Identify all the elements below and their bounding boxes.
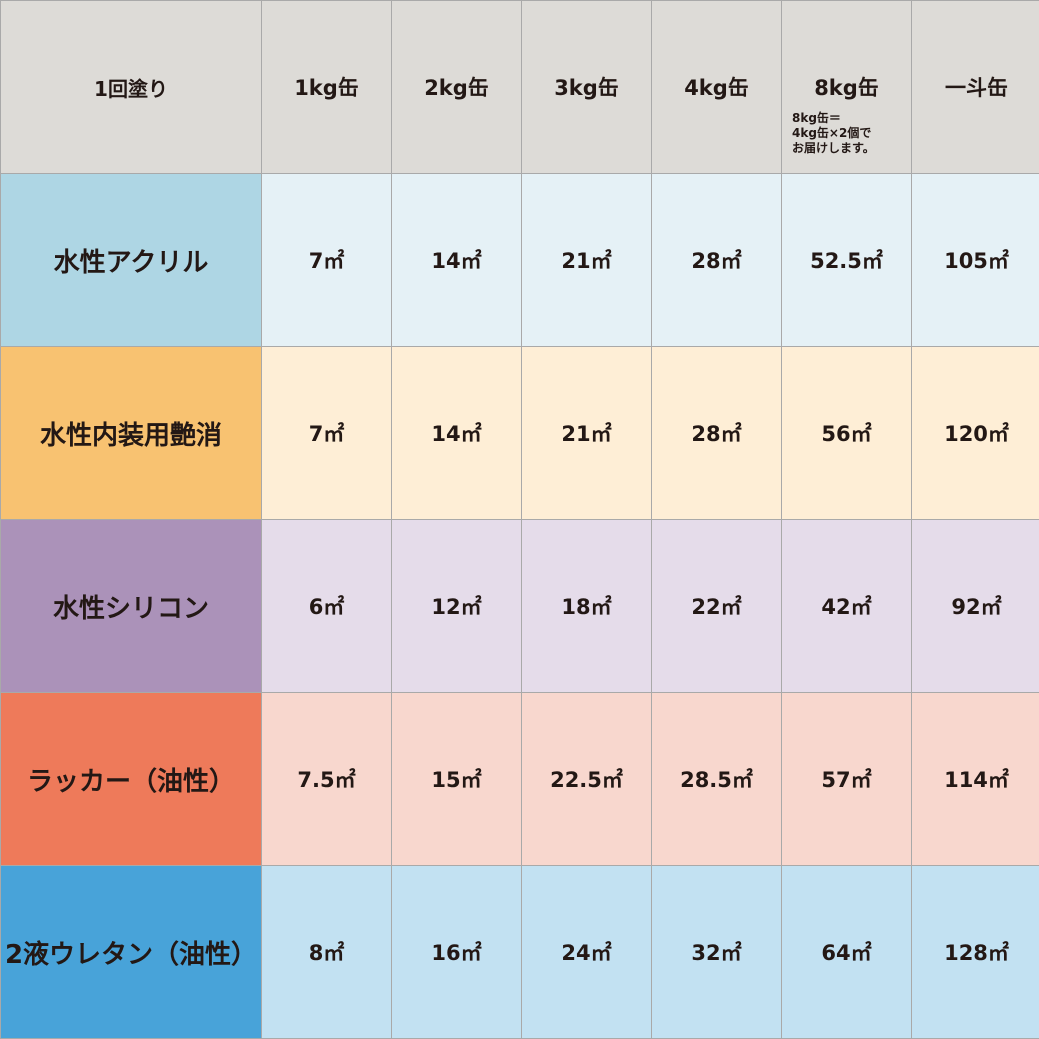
coverage-cell: 120㎡ [911,346,1039,520]
header-row: 1回塗り 1kg缶 2kg缶 3kg缶 4kg缶 8kg缶 8kg缶＝ 4kg缶×… [0,0,1039,174]
coverage-cell: 92㎡ [911,519,1039,693]
paint-type-label: 2液ウレタン（油性） [0,865,262,1039]
column-header: 2kg缶 [391,0,522,174]
coverage-cell: 21㎡ [521,173,652,347]
coverage-cell: 22.5㎡ [521,692,652,866]
column-header-8kg: 8kg缶 8kg缶＝ 4kg缶×2個で お届けします。 [781,0,912,174]
column-header: 4kg缶 [651,0,782,174]
coverage-cell: 42㎡ [781,519,912,693]
paint-type-label: 水性内装用艶消 [0,346,262,520]
coverage-cell: 8㎡ [261,865,392,1039]
coverage-cell: 12㎡ [391,519,522,693]
coverage-cell: 7㎡ [261,346,392,520]
coverage-cell: 6㎡ [261,519,392,693]
paint-type-label: 水性シリコン [0,519,262,693]
coverage-cell: 52.5㎡ [781,173,912,347]
table-row: ラッカー（油性） 7.5㎡ 15㎡ 22.5㎡ 28.5㎡ 57㎡ 114㎡ [0,692,1039,866]
coverage-cell: 28.5㎡ [651,692,782,866]
coverage-cell: 114㎡ [911,692,1039,866]
coverage-cell: 56㎡ [781,346,912,520]
table-row: 2液ウレタン（油性） 8㎡ 16㎡ 24㎡ 32㎡ 64㎡ 128㎡ [0,865,1039,1039]
coverage-cell: 21㎡ [521,346,652,520]
coverage-cell: 15㎡ [391,692,522,866]
coverage-cell: 28㎡ [651,346,782,520]
paint-type-label: ラッカー（油性） [0,692,262,866]
column-header: 一斗缶 [911,0,1039,174]
paint-type-label: 水性アクリル [0,173,262,347]
column-header: 1kg缶 [261,0,392,174]
table-row: 水性内装用艶消 7㎡ 14㎡ 21㎡ 28㎡ 56㎡ 120㎡ [0,346,1039,520]
row-label-header: 1回塗り [0,0,262,174]
coverage-cell: 105㎡ [911,173,1039,347]
coverage-cell: 24㎡ [521,865,652,1039]
8kg-note: 8kg缶＝ 4kg缶×2個で お届けします。 [792,111,875,155]
coverage-cell: 16㎡ [391,865,522,1039]
coverage-cell: 7.5㎡ [261,692,392,866]
coverage-cell: 7㎡ [261,173,392,347]
column-header-label: 8kg缶 [814,76,879,100]
coverage-cell: 128㎡ [911,865,1039,1039]
coverage-cell: 14㎡ [391,346,522,520]
coverage-cell: 64㎡ [781,865,912,1039]
table-row: 水性シリコン 6㎡ 12㎡ 18㎡ 22㎡ 42㎡ 92㎡ [0,519,1039,693]
column-header: 3kg缶 [521,0,652,174]
coverage-cell: 22㎡ [651,519,782,693]
coverage-cell: 18㎡ [521,519,652,693]
coverage-cell: 57㎡ [781,692,912,866]
table-row: 水性アクリル 7㎡ 14㎡ 21㎡ 28㎡ 52.5㎡ 105㎡ [0,173,1039,347]
coverage-cell: 32㎡ [651,865,782,1039]
coverage-cell: 28㎡ [651,173,782,347]
coverage-cell: 14㎡ [391,173,522,347]
